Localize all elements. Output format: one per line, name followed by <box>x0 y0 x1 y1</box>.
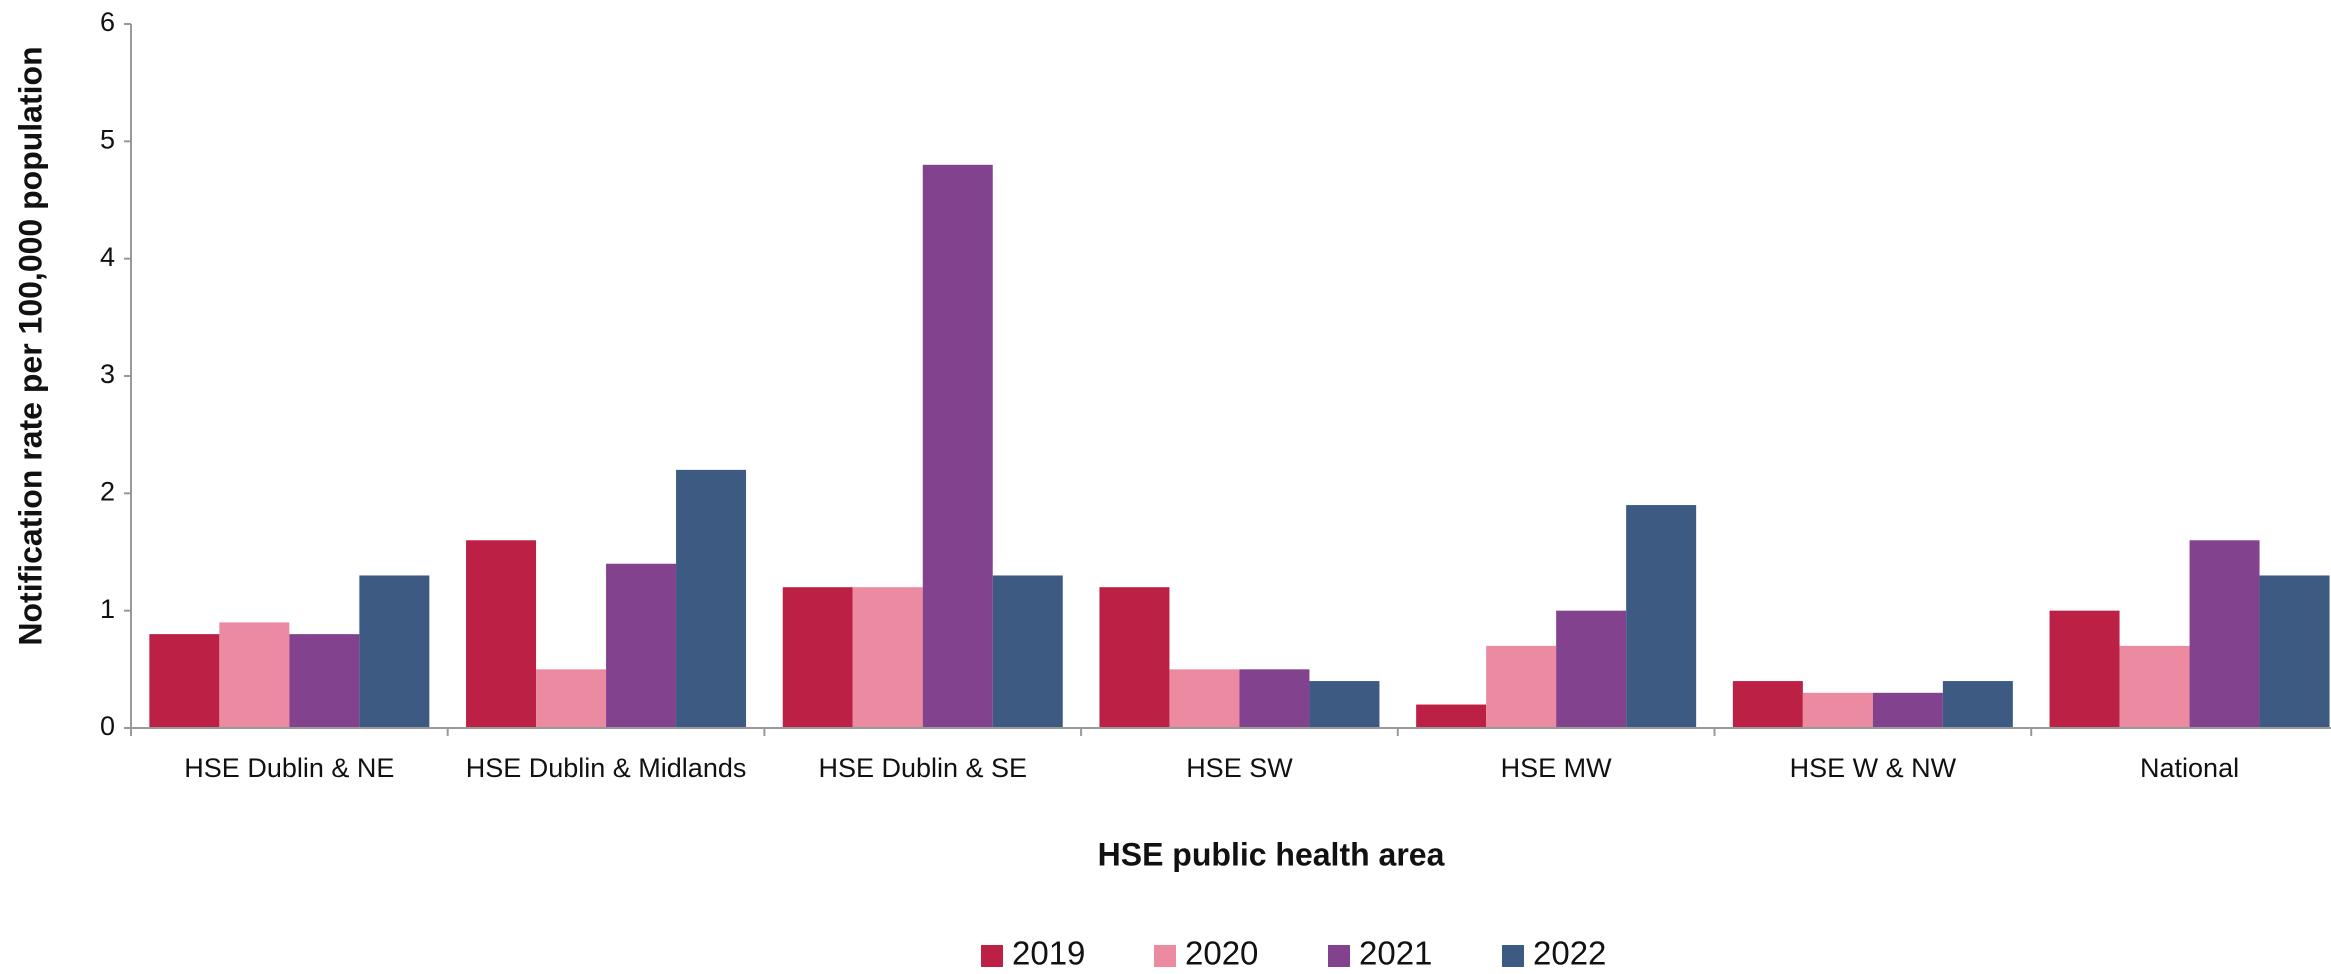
legend-label: 2021 <box>1359 935 1432 972</box>
legend-swatch <box>981 945 1003 967</box>
y-axis-title: Notification rate per 100,000 population <box>12 46 48 645</box>
y-tick-label: 5 <box>100 124 115 154</box>
bar <box>1099 587 1170 728</box>
bar <box>536 669 607 728</box>
y-tick-label: 4 <box>100 242 115 272</box>
x-tick-label: HSE W & NW <box>1790 753 1957 783</box>
bar <box>852 587 923 728</box>
bar <box>676 469 747 728</box>
y-tick-label: 6 <box>100 7 115 37</box>
x-tick-label: National <box>2140 753 2239 783</box>
x-axis-title: HSE public health area <box>1098 836 1445 872</box>
y-tick-label: 3 <box>100 359 115 389</box>
y-tick-label: 2 <box>100 476 115 506</box>
x-tick-label: HSE MW <box>1501 753 1613 783</box>
x-tick-label: HSE Dublin & NE <box>184 753 394 783</box>
bar <box>1556 610 1627 728</box>
bar <box>1626 505 1697 728</box>
x-tick-label: HSE Dublin & SE <box>818 753 1027 783</box>
bar <box>922 164 993 729</box>
y-tick-label: 0 <box>100 711 115 741</box>
bar <box>2259 575 2330 728</box>
y-tick-label: 1 <box>100 594 115 624</box>
legend-swatch <box>1502 945 1524 967</box>
legend-label: 2019 <box>1012 935 1085 972</box>
bar <box>1942 681 2013 728</box>
bar <box>1802 692 1873 728</box>
bar <box>2049 610 2120 728</box>
bar <box>289 634 360 728</box>
bar <box>606 563 677 728</box>
bar <box>2189 540 2260 728</box>
legend-swatch <box>1328 945 1350 967</box>
x-tick-label: HSE Dublin & Midlands <box>466 753 747 783</box>
bar <box>782 587 853 728</box>
bar <box>466 540 537 728</box>
legend-label: 2022 <box>1533 935 1606 972</box>
bar <box>992 575 1063 728</box>
x-tick-label: HSE SW <box>1186 753 1293 783</box>
bar <box>149 634 220 728</box>
legend-label: 2020 <box>1185 935 1258 972</box>
bar <box>1309 681 1380 728</box>
bar <box>359 575 430 728</box>
bar <box>2119 645 2190 728</box>
bar <box>1486 645 1557 728</box>
bar <box>1169 669 1240 728</box>
bar <box>1732 681 1803 728</box>
bar <box>219 622 290 728</box>
bar <box>1872 692 1943 728</box>
bar <box>1239 669 1310 728</box>
bar <box>1416 704 1487 728</box>
legend-swatch <box>1154 945 1176 967</box>
